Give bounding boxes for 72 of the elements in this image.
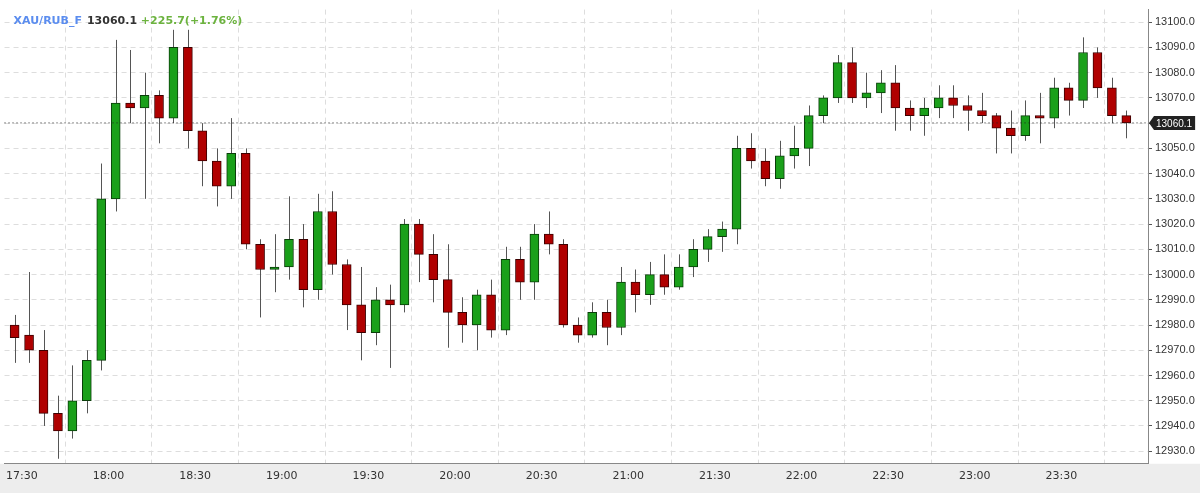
y-tick-label: 13090.0	[1155, 40, 1195, 53]
x-tick-label: 19:30	[352, 469, 385, 483]
x-tick-label: 20:00	[439, 469, 471, 483]
y-tick-label: 12970.0	[1155, 343, 1195, 356]
candlestick	[154, 89, 164, 144]
candlestick	[919, 97, 930, 137]
x-tick-label: 23:00	[958, 469, 991, 483]
candlestick	[515, 246, 525, 301]
y-tick-label: 13030.0	[1155, 191, 1195, 204]
x-tick-label: 21:30	[699, 469, 731, 483]
y-tick-label: 13040.0	[1155, 166, 1195, 179]
candlestick	[211, 147, 222, 207]
x-tick-label: 22:00	[785, 469, 818, 483]
y-tick-label: 12940.0	[1155, 418, 1195, 431]
candlestick	[53, 395, 63, 460]
candlestick	[904, 99, 915, 132]
candlestick	[948, 84, 958, 119]
y-tick-label: 13080.0	[1155, 65, 1195, 78]
y-tick-label: 13050.0	[1155, 141, 1195, 154]
x-tick-label: 21:00	[612, 469, 645, 483]
y-tick-label: 13010.0	[1155, 242, 1195, 255]
candlestick	[457, 296, 468, 344]
candlestick	[630, 269, 641, 313]
y-tick-label: 12980.0	[1155, 318, 1195, 331]
candlestick	[1063, 82, 1074, 117]
candlestick	[775, 140, 785, 190]
y-tick-label: 12990.0	[1155, 292, 1195, 305]
candlestick	[789, 125, 800, 170]
candlestick	[717, 221, 727, 253]
y-tick-label: 13000.0	[1155, 267, 1195, 280]
x-tick-label: 20:30	[525, 469, 558, 483]
candlestick	[746, 132, 756, 170]
text: XAU/RUB_F	[13, 14, 82, 28]
candlestick	[963, 94, 972, 132]
candlestick	[428, 233, 439, 303]
candlestick	[9, 314, 20, 364]
candlestick	[587, 301, 597, 339]
x-tick-label: 23:30	[1045, 469, 1078, 483]
candlestick	[818, 94, 828, 124]
candlestick	[385, 284, 395, 369]
candlestick	[24, 271, 34, 364]
candlestick	[544, 210, 554, 255]
candlestick	[1020, 99, 1031, 142]
candlestick	[1006, 110, 1016, 154]
candlestick	[645, 261, 655, 306]
candlestick	[977, 92, 987, 124]
x-tick-label: 18:00	[92, 469, 125, 483]
y-tick-label: 13070.0	[1155, 90, 1195, 103]
candlestick	[601, 299, 612, 346]
candlestick	[659, 253, 670, 296]
ref-line-label: 13060.1	[1156, 117, 1193, 129]
x-tick-label: 18:30	[179, 469, 211, 483]
candlestick	[688, 238, 699, 278]
candlestick	[890, 64, 901, 132]
y-tick-label: 12960.0	[1155, 368, 1195, 381]
y-tick-label: 12950.0	[1155, 393, 1195, 406]
candlestick	[673, 253, 684, 291]
candlestick	[991, 112, 1002, 154]
candlestick	[255, 238, 265, 318]
y-tick-label: 12930.0	[1155, 444, 1195, 457]
candlestick	[139, 72, 150, 200]
x-tick-label: 22:30	[872, 469, 904, 483]
candlestick	[876, 69, 886, 114]
x-tick-label: 19:00	[265, 469, 298, 483]
candlestick	[702, 228, 713, 263]
y-tick-label: 13100.0	[1155, 15, 1195, 28]
x-tick-label: 17:30	[6, 469, 38, 483]
candlestick	[760, 147, 771, 187]
y-tick-label: 13020.0	[1155, 217, 1195, 230]
candlestick	[1121, 110, 1132, 139]
text: 13060.1 +225.7(+1.76%)	[86, 14, 243, 28]
candlestick	[572, 316, 583, 344]
